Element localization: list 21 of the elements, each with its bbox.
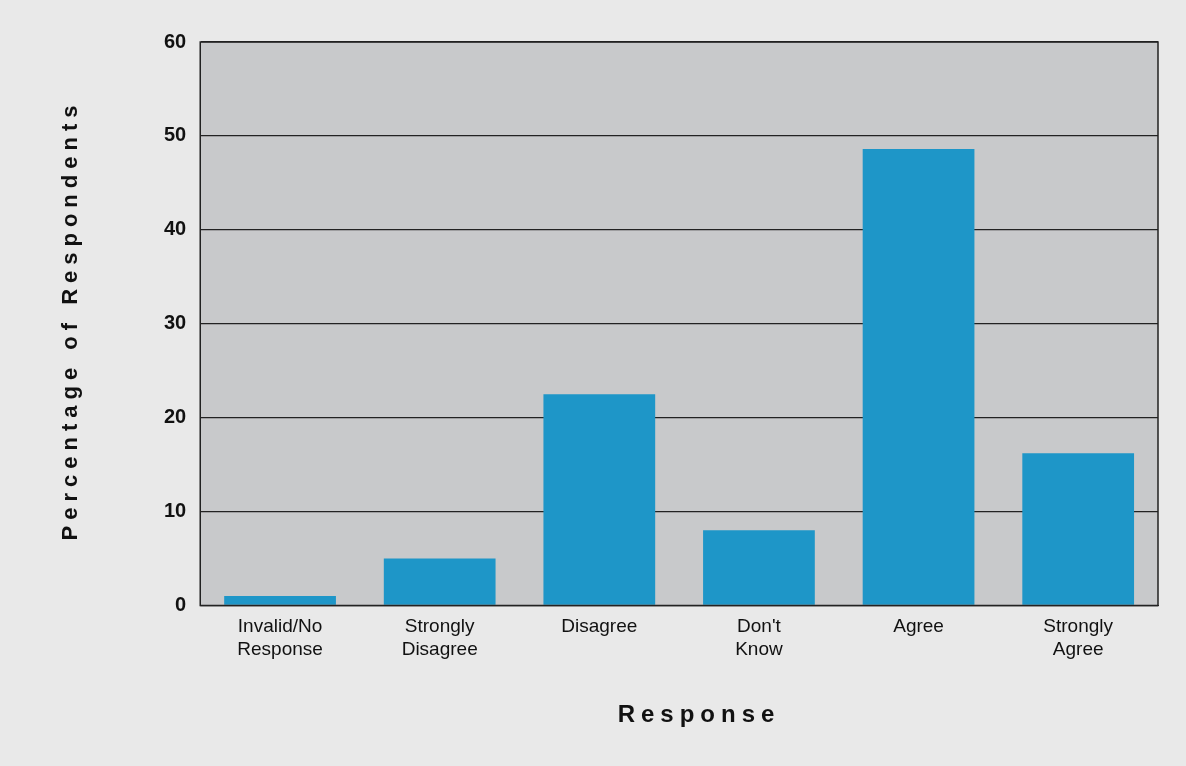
bar (543, 394, 656, 605)
y-tick-label: 60 (164, 29, 187, 52)
y-tick-label: 30 (164, 311, 187, 334)
bar (383, 558, 496, 605)
y-tick-label: 40 (164, 217, 187, 240)
y-axis-title: Percentage of Respondents (57, 99, 83, 541)
y-tick-label: 50 (164, 123, 187, 146)
y-tick-label: 20 (164, 405, 187, 428)
bar (703, 530, 815, 605)
x-tick-label: Strongly Disagree (401, 615, 478, 659)
bar (224, 596, 336, 605)
x-tick-label: Don't Know (735, 615, 783, 659)
x-tick-label: Disagree (561, 615, 638, 637)
bar (1022, 453, 1135, 605)
y-tick-label: 10 (164, 499, 187, 522)
x-tick-label: Agree (893, 615, 944, 637)
x-tick-label: Invalid/No Response (237, 615, 323, 659)
x-tick-label: Strongly Agree (1043, 615, 1114, 659)
y-tick-label: 0 (175, 592, 187, 615)
bar (862, 149, 975, 605)
x-axis-title: Response (616, 700, 782, 728)
